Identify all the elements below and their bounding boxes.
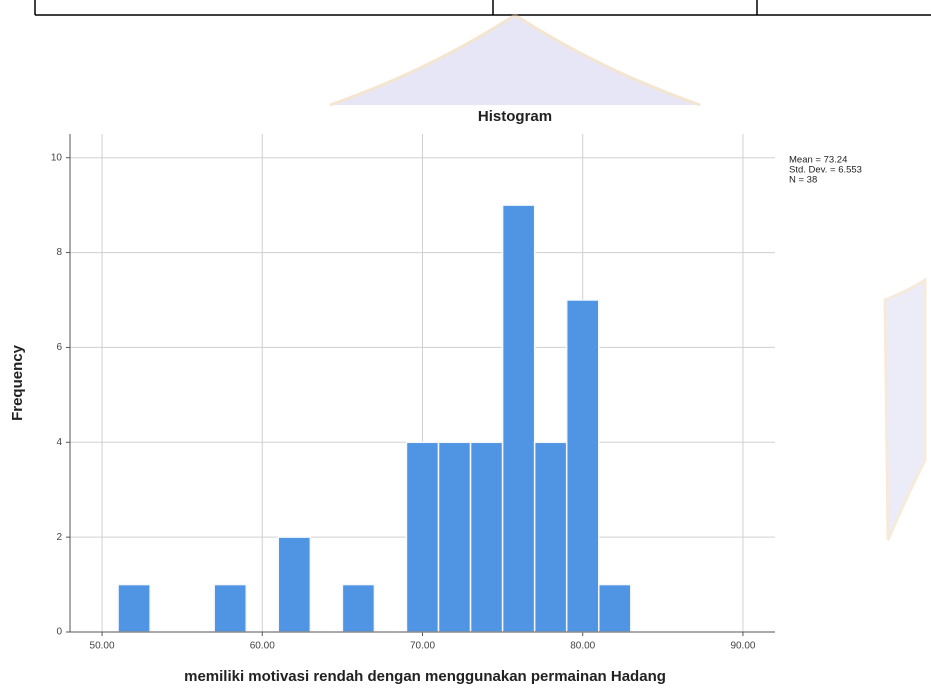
y-tick-label: 4: [56, 437, 62, 448]
watermark: [883, 277, 927, 541]
stats-label: N = 38: [789, 175, 817, 186]
y-tick-label: 8: [56, 247, 62, 258]
x-axis-label: memiliki motivasi rendah dengan mengguna…: [184, 668, 666, 685]
y-tick-label: 10: [51, 152, 63, 163]
y-axis-label: Frequency: [9, 344, 26, 421]
bar: [565, 299, 600, 633]
y-tick-label: 0: [56, 627, 62, 638]
stats-label: Std. Dev. = 6.553: [789, 165, 862, 176]
x-tick-label: 90.00: [730, 641, 755, 652]
x-tick-label: 60.00: [250, 641, 275, 652]
stats-label: Mean = 73.24: [789, 155, 847, 166]
chart-title: Histogram: [478, 108, 552, 125]
bar: [437, 441, 472, 633]
bar: [341, 583, 376, 633]
bar: [277, 536, 312, 633]
watermark: [329, 13, 701, 107]
plot-area: 0 2 4 6 8 10 50.00 60.00 70.00 80.00 90.00: [51, 134, 775, 652]
bar: [533, 441, 568, 633]
bar: [213, 583, 247, 633]
y-tick-label: 6: [56, 342, 62, 353]
y-tick-label: 2: [56, 532, 62, 543]
x-tick-label: 80.00: [570, 641, 595, 652]
bar: [501, 204, 536, 633]
x-tick-label: 50.00: [90, 641, 115, 652]
bar: [117, 583, 151, 633]
bar: [469, 441, 504, 633]
x-tick-label: 70.00: [410, 641, 435, 652]
bar: [598, 583, 632, 633]
bar: [405, 441, 440, 633]
